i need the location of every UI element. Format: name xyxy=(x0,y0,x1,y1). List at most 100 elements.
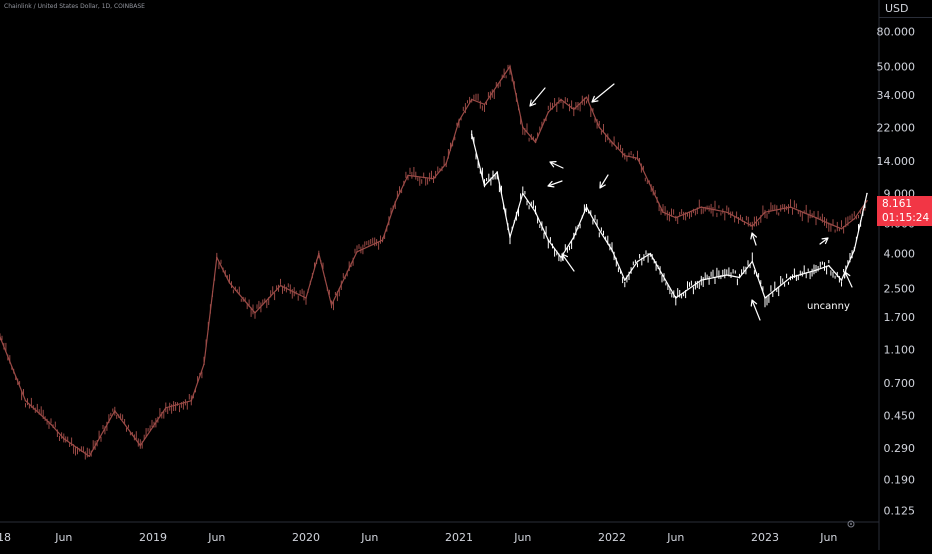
arrow-icon xyxy=(547,180,563,188)
main-series-point xyxy=(318,252,320,255)
time-axis-ticks: 18 Jun 2019 Jun 2020 Jun 2021 Jun 2022 Jun 2023 Jun xyxy=(0,531,837,544)
overlay-series-point xyxy=(496,171,499,173)
time-tick-label: Jun xyxy=(513,531,531,544)
main-series-point xyxy=(139,444,142,447)
main-series-point xyxy=(445,162,448,165)
price-tick-label: 0.290 xyxy=(884,442,916,455)
overlay-series-point xyxy=(470,133,473,136)
time-tick-label: 2022 xyxy=(598,531,626,544)
main-series-point xyxy=(662,211,664,213)
overlay-series-point xyxy=(738,276,741,279)
main-series-point xyxy=(509,65,511,68)
overlay-series-point xyxy=(700,279,703,281)
main-series-point xyxy=(585,96,588,98)
arrow-icon xyxy=(561,253,575,272)
main-series-point xyxy=(114,410,116,412)
price-axis-ticks: 80.00050.00034.00022.00014.0009.0006.000… xyxy=(877,26,916,518)
main-series-point xyxy=(828,222,830,225)
overlay-series-point xyxy=(840,279,843,281)
main-series-point xyxy=(305,297,307,299)
last-price-tag: 8.161 01:15:24 xyxy=(877,196,932,226)
overlay-series-point xyxy=(866,192,868,195)
time-tick-label: Jun xyxy=(360,531,378,544)
arrow-icon xyxy=(591,83,615,103)
time-tick-label: 2019 xyxy=(139,531,167,544)
main-series-point xyxy=(356,251,358,253)
main-series-point xyxy=(254,312,256,314)
price-tick-label: 22.000 xyxy=(877,121,916,134)
main-series-point xyxy=(63,437,65,440)
main-series-point xyxy=(840,227,843,230)
time-tick-label: Jun xyxy=(819,531,837,544)
overlay-series-point xyxy=(636,260,639,263)
time-tick-label: 2020 xyxy=(292,531,320,544)
overlay-series-point xyxy=(560,256,562,259)
main-series-point xyxy=(458,120,460,122)
price-tick-label: 50.000 xyxy=(877,60,916,73)
main-series-point xyxy=(726,211,728,213)
overlay-series-point xyxy=(789,276,792,279)
arrow-icon xyxy=(750,232,757,246)
overlay-series-point xyxy=(726,274,728,276)
overlay-series-point xyxy=(522,192,524,195)
main-series-point xyxy=(381,239,384,241)
arrow-icon xyxy=(599,174,609,189)
main-series-point xyxy=(330,304,333,306)
overlay-series-point xyxy=(573,236,575,238)
overlay-series-point xyxy=(598,229,601,231)
price-tick-label: 1.100 xyxy=(884,343,916,356)
overlay-series-point xyxy=(509,236,511,238)
main-series-point xyxy=(228,282,231,284)
price-tick-label: 34.000 xyxy=(877,89,916,102)
main-series-point xyxy=(165,407,167,409)
chart-settings-icon[interactable] xyxy=(847,520,855,528)
main-series-point xyxy=(0,336,1,338)
overlay-series-point xyxy=(585,206,588,208)
bar-countdown: 01:15:24 xyxy=(882,212,930,224)
overlay-series-point xyxy=(751,260,754,263)
overlay-series-point xyxy=(675,297,677,299)
main-series-point xyxy=(611,141,613,143)
arrow-icon xyxy=(750,299,761,321)
symbol-title: Chainlink / United States Dollar, 1D, CO… xyxy=(4,3,145,10)
main-series-point xyxy=(700,206,703,208)
time-tick-label: Jun xyxy=(666,531,684,544)
overlay-series-point xyxy=(547,239,550,241)
price-tick-label: 0.450 xyxy=(884,410,916,423)
main-series-point xyxy=(534,141,537,143)
currency-selector[interactable]: USD xyxy=(879,0,932,18)
main-series-point xyxy=(636,157,639,159)
price-tick-label: 4.000 xyxy=(884,248,916,261)
price-tick-label: 0.700 xyxy=(884,377,916,390)
arrow-icon xyxy=(549,161,564,169)
overlay-series-point xyxy=(764,297,766,299)
time-tick-label: Jun xyxy=(54,531,72,544)
main-series-point xyxy=(216,256,218,259)
main-series-point xyxy=(394,201,397,204)
main-series-point xyxy=(522,126,524,129)
arrow-icon xyxy=(819,237,829,245)
overlay-series-point xyxy=(624,279,626,281)
main-series-point xyxy=(203,363,205,366)
main-series-point xyxy=(598,126,601,129)
price-tick-label: 0.190 xyxy=(884,474,916,487)
main-series-point xyxy=(624,154,626,157)
overlay-series-point xyxy=(828,264,830,267)
main-series-point xyxy=(866,200,868,202)
time-tick-label: 2023 xyxy=(751,531,779,544)
main-series-point xyxy=(675,216,677,219)
drawn-arrows xyxy=(529,83,853,321)
main-series-point xyxy=(407,174,409,177)
overlay-series-point xyxy=(611,249,613,251)
main-price-series xyxy=(0,64,868,460)
time-tick-label: Jun xyxy=(207,531,225,544)
main-series-point xyxy=(50,423,52,426)
overlay-series-point xyxy=(534,211,537,213)
main-series-point xyxy=(483,103,486,106)
price-tick-label: 0.125 xyxy=(884,505,916,518)
price-tick-label: 14.000 xyxy=(877,155,916,168)
price-tick-label: 80.000 xyxy=(877,26,916,39)
overlay-series-point xyxy=(649,252,652,255)
price-tick-label: 2.500 xyxy=(884,283,916,296)
